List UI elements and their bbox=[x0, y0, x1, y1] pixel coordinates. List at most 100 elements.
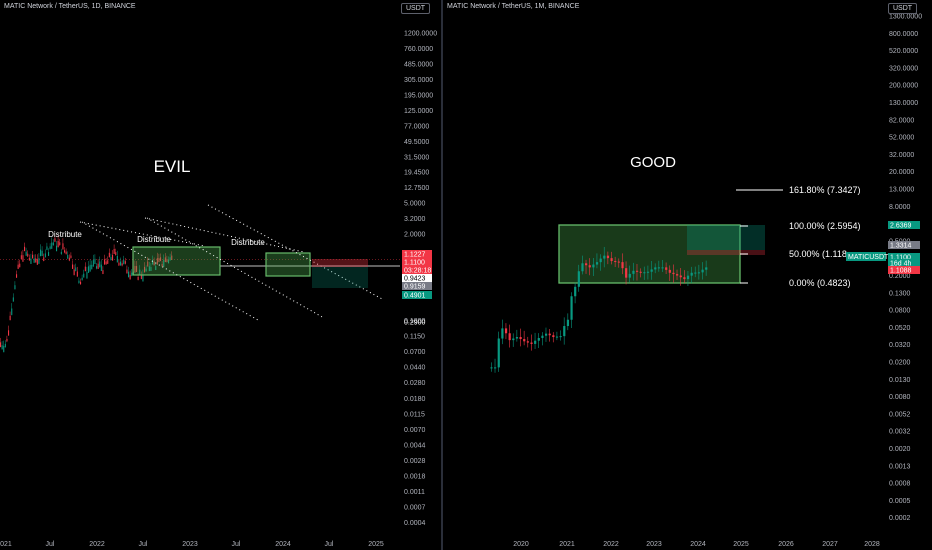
right-chart[interactable]: 1300.0000 800.0000 520.0000 320.0000 200.000… bbox=[443, 0, 932, 550]
left-chart-title: MATIC Network / TetherUS, 1D, BINANCE bbox=[4, 3, 136, 10]
price-tag-label: 0.9159 bbox=[404, 284, 426, 291]
left-currency-button[interactable]: USDT bbox=[401, 3, 431, 14]
x-tick-label: 2022 bbox=[89, 541, 105, 548]
candle bbox=[67, 255, 69, 259]
candle bbox=[136, 266, 138, 273]
candle bbox=[68, 257, 70, 261]
candle bbox=[20, 255, 22, 260]
candle bbox=[6, 338, 8, 342]
y-tick-label: 0.0020 bbox=[889, 446, 911, 453]
candle bbox=[57, 240, 59, 248]
candle bbox=[574, 286, 577, 297]
candle bbox=[129, 274, 131, 280]
candle bbox=[512, 338, 515, 341]
candle bbox=[147, 261, 149, 267]
price-tag bbox=[402, 291, 432, 299]
chart-annotation-heading: GOOD bbox=[630, 154, 676, 171]
candle bbox=[73, 269, 75, 276]
y-tick-label: 0.1150 bbox=[404, 334, 425, 341]
y-tick-label: 5.0000 bbox=[404, 201, 426, 208]
distribution-box bbox=[265, 252, 311, 277]
candle bbox=[92, 260, 94, 267]
candle bbox=[679, 275, 682, 278]
fibonacci-level-label: 100.00% (2.5954) bbox=[789, 221, 861, 231]
candle bbox=[81, 277, 83, 280]
candle bbox=[100, 264, 102, 272]
candle bbox=[32, 254, 34, 259]
candle bbox=[494, 367, 497, 369]
price-tag bbox=[888, 221, 920, 229]
candle bbox=[161, 264, 163, 267]
candle bbox=[126, 269, 128, 274]
candle bbox=[672, 272, 675, 275]
candle bbox=[614, 261, 617, 263]
trend-channel-line bbox=[81, 221, 259, 321]
x-tick-label: 2023 bbox=[182, 541, 198, 548]
candle bbox=[120, 261, 122, 266]
fibonacci-level-label: 50.00% (1.118 bbox=[789, 249, 847, 259]
price-tag-label: 03:28:18 bbox=[404, 268, 431, 275]
left-chart-pane[interactable]: 1200.0000 760.0000 485.0000 305.0000 195.000… bbox=[0, 0, 441, 550]
candle bbox=[115, 252, 117, 256]
candle bbox=[559, 336, 562, 338]
candle bbox=[705, 267, 708, 270]
x-tick-label: 2021 bbox=[0, 541, 12, 548]
candle bbox=[566, 319, 570, 327]
y-tick-label: 0.0440 bbox=[404, 365, 426, 372]
candle bbox=[617, 261, 620, 263]
fibonacci-level-label: 161.80% (7.3427) bbox=[789, 185, 861, 195]
candle bbox=[515, 337, 519, 339]
y-tick-label: 31.5000 bbox=[404, 154, 429, 161]
distribute-label: Distribute bbox=[231, 238, 265, 247]
distribution-box bbox=[132, 246, 221, 276]
y-tick-label: 0.0032 bbox=[889, 429, 911, 436]
price-tag bbox=[402, 282, 432, 290]
candle bbox=[3, 345, 5, 353]
candle bbox=[102, 270, 104, 275]
y-tick-label: 0.1800 bbox=[404, 318, 426, 325]
y-tick-label: 19.4500 bbox=[404, 170, 429, 177]
candle bbox=[654, 267, 657, 270]
candle bbox=[148, 266, 150, 272]
candle bbox=[526, 341, 529, 343]
price-tag bbox=[402, 266, 432, 274]
candle bbox=[22, 255, 24, 262]
left-chart[interactable]: 1200.0000 760.0000 485.0000 305.0000 195.000… bbox=[0, 0, 441, 550]
candle bbox=[52, 242, 54, 246]
candle bbox=[14, 285, 16, 290]
pane-divider[interactable] bbox=[441, 0, 443, 550]
candle bbox=[701, 269, 704, 273]
right-chart-pane[interactable]: 1300.0000 800.0000 520.0000 320.0000 200.000… bbox=[443, 0, 932, 550]
x-tick-label: 2021 bbox=[559, 541, 575, 548]
candle bbox=[131, 272, 133, 276]
candle bbox=[676, 274, 679, 276]
y-tick-label: 520.0000 bbox=[889, 48, 918, 55]
candle bbox=[490, 367, 493, 369]
candle bbox=[152, 259, 154, 265]
candle bbox=[89, 264, 91, 272]
candle bbox=[544, 333, 548, 336]
price-tag bbox=[402, 250, 432, 258]
candle bbox=[160, 257, 162, 262]
candle bbox=[552, 335, 555, 338]
candle bbox=[158, 257, 160, 263]
candle bbox=[24, 246, 26, 252]
right-currency-button[interactable]: USDT bbox=[888, 3, 918, 14]
y-tick-label: 485.0000 bbox=[404, 61, 433, 68]
candle bbox=[665, 267, 668, 270]
y-tick-label: 0.0052 bbox=[889, 411, 911, 418]
y-tick-label: 0.0180 bbox=[404, 396, 426, 403]
candle bbox=[668, 269, 671, 273]
candle bbox=[30, 258, 32, 264]
y-tick-label: 0.0280 bbox=[404, 380, 426, 387]
x-tick-label: 2024 bbox=[275, 541, 291, 548]
candle bbox=[123, 259, 125, 265]
candle bbox=[124, 261, 126, 264]
candle bbox=[16, 274, 18, 278]
distribute-label: Distribute bbox=[48, 230, 82, 239]
price-tag-label: 1.3314 bbox=[890, 243, 912, 250]
candle bbox=[75, 267, 77, 272]
x-tick-label: 2025 bbox=[733, 541, 749, 548]
y-tick-label: 125.0000 bbox=[404, 108, 433, 115]
candle bbox=[86, 272, 88, 279]
